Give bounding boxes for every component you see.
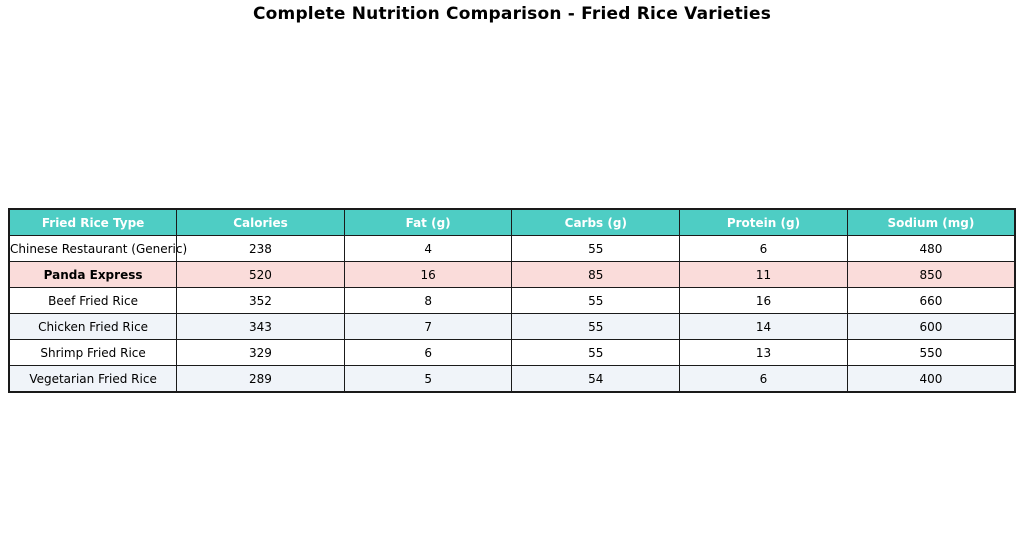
table-header-row: Fried Rice Type Calories Fat (g) Carbs (g) P… [8,208,1016,236]
column-header: Protein (g) [679,208,848,236]
cell-value: 660 [846,287,1016,314]
table-header: Fried Rice Type Calories Fat (g) Carbs (g) P… [8,208,1016,236]
column-header: Calories [176,208,345,236]
cell-value: 520 [176,261,345,288]
cell-value: 289 [176,365,345,393]
cell-value: 6 [343,339,513,366]
cell-value: 55 [511,235,681,262]
cell-value: 16 [343,261,513,288]
row-label: Chinese Restaurant (Generic) [8,235,187,262]
table-row: Chicken Fried Rice 343 7 55 14 600 [8,313,1016,340]
table-row: Chinese Restaurant (Generic) 238 4 55 6 480 [8,235,1016,262]
cell-value: 850 [846,261,1016,288]
row-label: Vegetarian Fried Rice [8,365,178,393]
table-body: Chinese Restaurant (Generic) 238 4 55 6 480 Pa… [8,235,1016,393]
cell-value: 480 [846,235,1016,262]
row-label: Chicken Fried Rice [8,313,178,340]
row-label: Panda Express [8,261,178,288]
cell-value: 6 [679,365,848,393]
cell-value: 55 [511,339,681,366]
cell-value: 13 [679,339,848,366]
cell-value: 6 [679,235,848,262]
cell-value: 5 [343,365,513,393]
column-header: Fat (g) [343,208,513,236]
cell-value: 85 [511,261,681,288]
cell-value: 11 [679,261,848,288]
table-row: Panda Express 520 16 85 11 850 [8,261,1016,288]
cell-value: 7 [343,313,513,340]
cell-value: 329 [176,339,345,366]
cell-value: 550 [846,339,1016,366]
table-row: Vegetarian Fried Rice 289 5 54 6 400 [8,365,1016,393]
chart-title: Complete Nutrition Comparison - Fried Ri… [252,4,772,24]
column-header: Fried Rice Type [8,208,178,236]
cell-value: 55 [511,287,681,314]
column-header: Carbs (g) [511,208,681,236]
table-row: Shrimp Fried Rice 329 6 55 13 550 [8,339,1016,366]
cell-value: 352 [176,287,345,314]
cell-value: 8 [343,287,513,314]
cell-value: 400 [846,365,1016,393]
cell-value: 600 [846,313,1016,340]
cell-value: 16 [679,287,848,314]
cell-value: 4 [343,235,513,262]
cell-value: 238 [176,235,345,262]
column-header: Sodium (mg) [846,208,1016,236]
nutrition-comparison-table: Fried Rice Type Calories Fat (g) Carbs (g) P… [8,208,1016,393]
table-row: Beef Fried Rice 352 8 55 16 660 [8,287,1016,314]
row-label: Shrimp Fried Rice [8,339,178,366]
row-label: Beef Fried Rice [8,287,178,314]
cell-value: 54 [511,365,681,393]
cell-value: 14 [679,313,848,340]
cell-value: 55 [511,313,681,340]
cell-value: 343 [176,313,345,340]
